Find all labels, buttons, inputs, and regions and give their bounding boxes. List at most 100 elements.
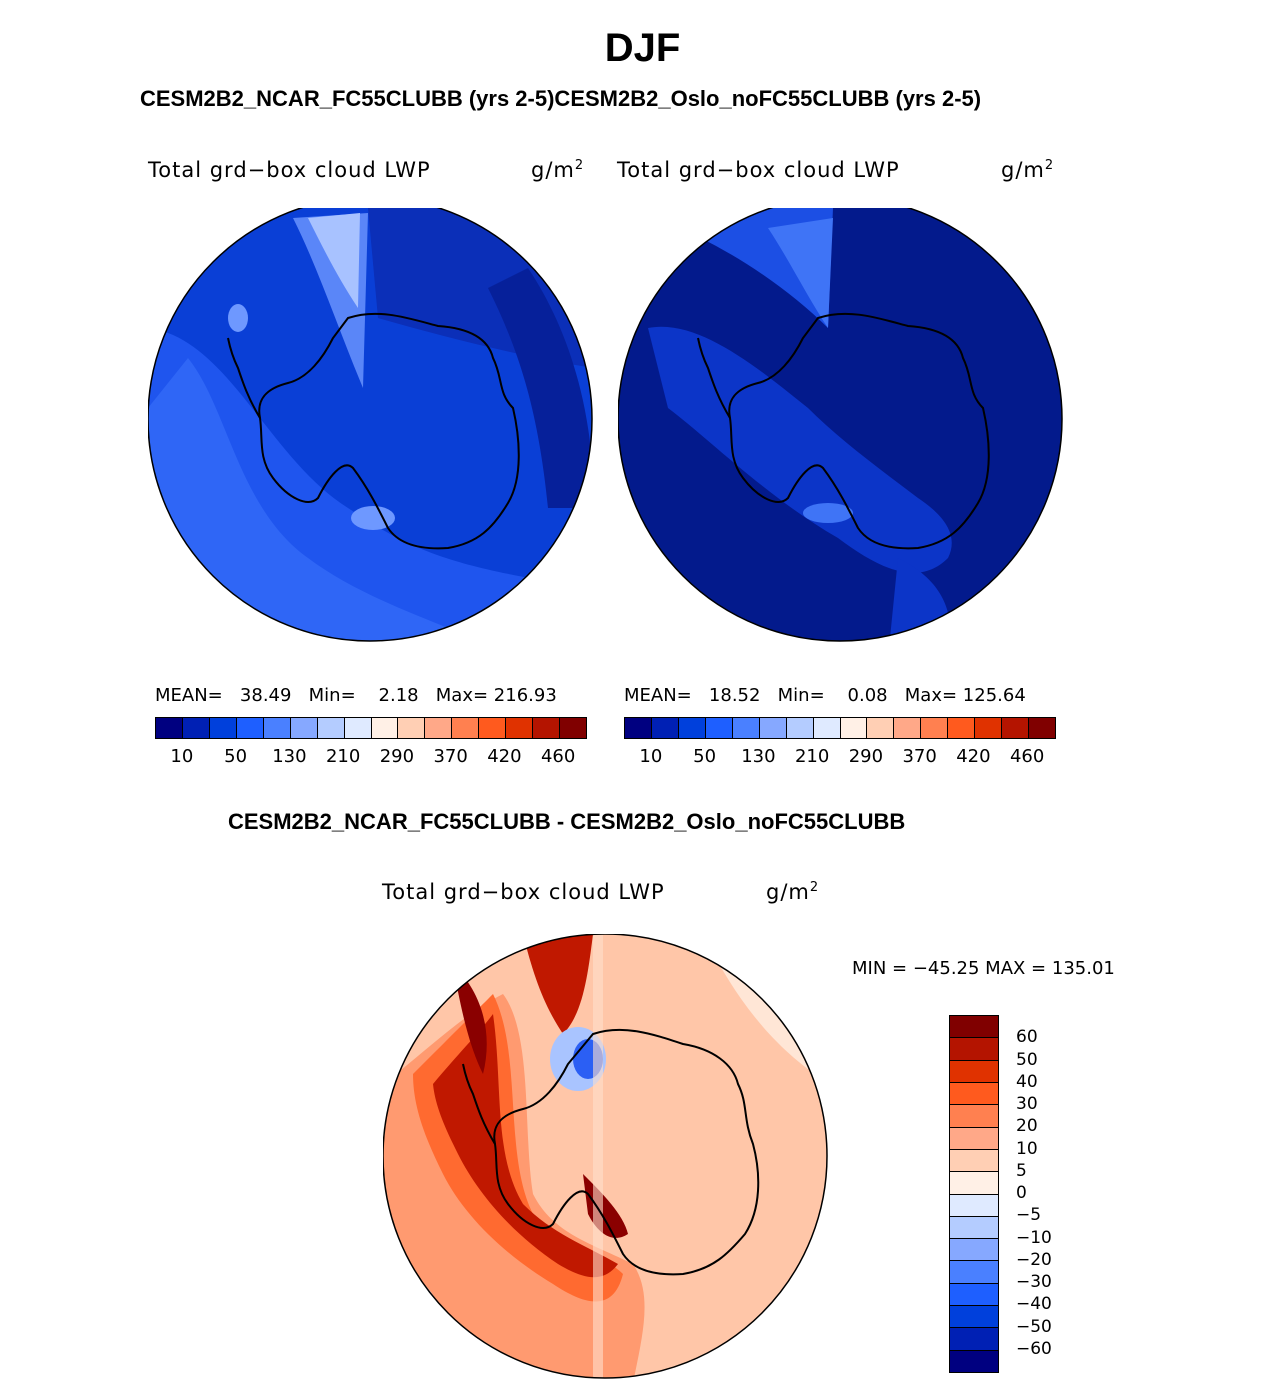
colorbar-swatch	[705, 718, 733, 738]
diff-units-label: g/m2	[766, 880, 820, 904]
colorbar-tick-label: 50	[693, 746, 717, 767]
colorbar-tick-label: 10	[170, 746, 194, 767]
left-variable-label: Total grd−box cloud LWP	[148, 158, 431, 182]
colorbar-tick-label: 40	[1016, 1071, 1038, 1092]
left-lwp-field-band	[488, 268, 592, 508]
colorbar-tick-label: −40	[1016, 1294, 1052, 1315]
colorbar-tick-label: 420	[487, 746, 522, 767]
colorbar-swatch	[813, 718, 841, 738]
colorbar-swatch	[975, 718, 1003, 738]
colorbar-swatch	[840, 718, 868, 738]
colorbar-swatch	[759, 718, 787, 738]
colorbar-tick-label: 60	[1016, 1027, 1038, 1048]
colorbar-swatch	[950, 1194, 998, 1217]
figure-title: DJF	[604, 26, 681, 70]
right-lwp-field-band	[803, 503, 853, 523]
colorbar-swatch	[950, 1149, 998, 1173]
colorbar-tick-label: 130	[741, 746, 776, 767]
colorbar-tick-label: 130	[272, 746, 307, 767]
colorbar-swatch	[1029, 718, 1055, 738]
left-polar-map	[148, 208, 593, 642]
colorbar-swatch	[950, 1350, 998, 1372]
colorbar-tick-label: 10	[1016, 1138, 1038, 1159]
colorbar-tick-label: 30	[1016, 1094, 1038, 1114]
colorbar-tick-label: 20	[1016, 1116, 1038, 1137]
colorbar-swatch	[950, 1038, 998, 1061]
colorbar-swatch	[236, 718, 264, 738]
diff-lwp-field-band	[453, 964, 487, 1074]
colorbar-swatch	[452, 718, 480, 738]
colorbar-tick-label: 420	[956, 746, 991, 767]
right-lwp-field-band	[768, 218, 833, 328]
colorbar-swatch	[263, 718, 291, 738]
diff-colorbar	[949, 1015, 999, 1373]
colorbar-swatch	[290, 718, 318, 738]
colorbar-swatch	[678, 718, 706, 738]
colorbar-tick-label: 460	[540, 746, 576, 767]
colorbar-swatch	[894, 718, 922, 738]
colorbar-swatch	[950, 1216, 998, 1240]
left-map-boundary	[148, 208, 593, 642]
colorbar-swatch	[398, 718, 426, 738]
colorbar-swatch	[950, 1060, 998, 1083]
right-units-label: g/m2	[1001, 158, 1055, 182]
colorbar-tick-label: −20	[1016, 1249, 1052, 1270]
colorbar-swatch	[921, 718, 949, 738]
diff-lwp-field-band	[523, 934, 593, 1034]
right-lwp-field-band	[648, 326, 952, 573]
right-variable-label: Total grd−box cloud LWP	[617, 158, 900, 182]
colorbar-tick-label: 5	[1016, 1160, 1027, 1181]
colorbar-swatch	[560, 718, 586, 738]
left-stats: MEAN= 38.49 Min= 2.18 Max= 216.93	[155, 685, 557, 706]
colorbar-swatch	[209, 718, 237, 738]
colorbar-swatch	[182, 718, 210, 738]
right-map-boundary	[618, 208, 1063, 642]
right-colorbar-ticks: 10 50 130 210 290 370 420 460	[624, 746, 1054, 770]
left-units-label: g/m2	[531, 158, 585, 182]
left-lwp-field-band	[308, 213, 360, 308]
colorbar-swatch	[317, 718, 345, 738]
colorbar-tick-label: 370	[433, 746, 468, 767]
diff-lwp-field-band	[593, 934, 603, 1378]
colorbar-tick-label: 0	[1016, 1183, 1027, 1203]
diff-variable-label: Total grd−box cloud LWP	[382, 880, 665, 904]
colorbar-swatch	[950, 1239, 998, 1262]
colorbar-swatch	[950, 1105, 998, 1128]
colorbar-tick-label: 290	[379, 746, 415, 767]
colorbar-tick-label: −5	[1016, 1205, 1042, 1226]
colorbar-swatch	[344, 718, 372, 738]
diff-subtitle: CESM2B2_NCAR_FC55CLUBB - CESM2B2_Oslo_no…	[228, 809, 906, 834]
colorbar-tick-label: 370	[902, 746, 937, 767]
colorbar-tick-label: −60	[1016, 1338, 1052, 1359]
colorbar-swatch	[156, 718, 183, 738]
diff-lwp-field-band	[433, 1014, 618, 1278]
right-peninsula-coastline	[697, 337, 731, 419]
colorbar-swatch	[950, 1016, 998, 1039]
colorbar-swatch	[948, 718, 976, 738]
top-subtitle: CESM2B2_NCAR_FC55CLUBB (yrs 2-5)CESM2B2_…	[140, 86, 982, 111]
colorbar-swatch	[371, 718, 399, 738]
diff-minmax: MIN = −45.25 MAX = 135.01	[852, 958, 1115, 979]
diff-map-boundary	[383, 934, 828, 1379]
colorbar-swatch	[950, 1283, 998, 1307]
colorbar-swatch	[1002, 718, 1030, 738]
right-polar-map	[618, 208, 1063, 642]
colorbar-swatch	[950, 1328, 998, 1351]
left-lwp-field-band	[148, 358, 448, 641]
colorbar-swatch	[950, 1127, 998, 1150]
diff-colorbar-labels: 60 50 40 30 20 10 5 0 −5 −10 −20 −30 −40 −50 −60	[1016, 1015, 1076, 1371]
colorbar-tick-label: −50	[1016, 1316, 1052, 1337]
colorbar-tick-label: 210	[794, 746, 830, 767]
left-lwp-field-band	[228, 304, 248, 332]
colorbar-swatch	[732, 718, 760, 738]
colorbar-tick-label: 290	[848, 746, 884, 767]
colorbar-swatch	[651, 718, 679, 738]
left-colorbar-ticks: 10 50 130 210 290 370 420 460	[155, 746, 585, 770]
colorbar-swatch	[625, 718, 652, 738]
right-colorbar	[624, 717, 1056, 739]
colorbar-tick-label: −10	[1016, 1227, 1052, 1248]
colorbar-swatch	[950, 1082, 998, 1106]
colorbar-tick-label: 10	[639, 746, 663, 767]
colorbar-swatch	[867, 718, 895, 738]
left-colorbar	[155, 717, 587, 739]
